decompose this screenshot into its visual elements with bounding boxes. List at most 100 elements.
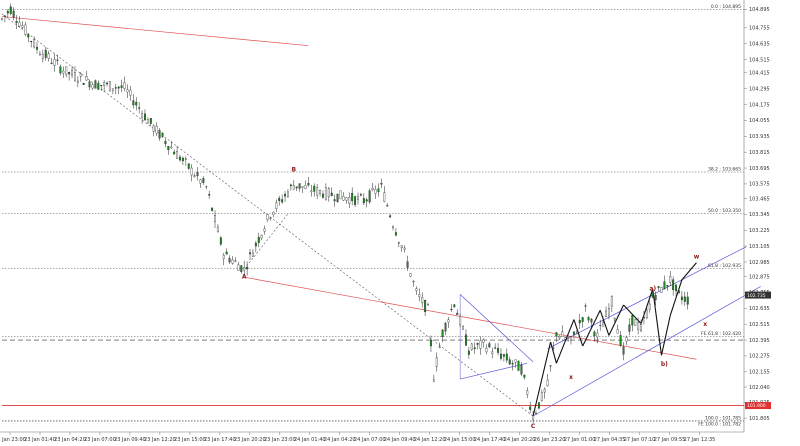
candle-body <box>114 87 117 89</box>
candle-body <box>71 69 74 76</box>
candle-body <box>491 351 494 354</box>
candle-body <box>555 332 558 337</box>
candle-body <box>286 191 289 197</box>
price-tick-label: 103.225 <box>749 228 770 234</box>
candle-body <box>41 53 44 59</box>
fib-level-label: FE 61.8 : 102.420 <box>701 331 741 337</box>
candle-body <box>231 259 234 264</box>
candle-body <box>254 242 257 247</box>
time-tick-label: 24 Jan 09:40 <box>384 437 416 443</box>
candle-body <box>362 198 365 204</box>
candle-body <box>199 179 202 184</box>
candle-body <box>359 194 362 196</box>
candle-body <box>59 66 62 74</box>
wave-label: A <box>242 274 247 281</box>
candle-body <box>634 319 637 326</box>
candle-body <box>193 175 196 177</box>
candle-body <box>616 329 619 334</box>
candle-body <box>546 379 549 387</box>
time-tick-label: 23 Jan 04:20 <box>54 437 86 443</box>
candles <box>1 3 689 423</box>
candle-body <box>660 287 663 293</box>
candle-body <box>456 312 459 315</box>
current-price-tag-label: 102.735 <box>747 293 766 299</box>
candle-body <box>605 310 608 317</box>
time-tick-label: 22 Jan 23:00 <box>0 437 26 443</box>
price-tick-label: 102.635 <box>749 306 770 312</box>
price-tick-label: 103.345 <box>749 212 770 218</box>
candle-body <box>389 215 392 218</box>
price-tick-label: 102.275 <box>749 354 770 360</box>
candle-body <box>564 337 567 340</box>
price-tick-label: 104.055 <box>749 118 770 124</box>
time-tick-label: 24 Jan 17:40 <box>474 437 506 443</box>
price-tick-label: 103.575 <box>749 182 770 188</box>
candle-body <box>403 247 406 250</box>
candle-body <box>316 187 319 196</box>
candle-body <box>672 279 675 291</box>
candle-body <box>149 118 152 124</box>
wave-label: B <box>292 166 297 173</box>
candle-body <box>467 350 470 355</box>
time-tick-label: 27 Jan 04:35 <box>594 437 626 443</box>
candle-body <box>441 329 444 337</box>
wave-path-segment <box>532 341 552 417</box>
price-tick-label: 102.040 <box>749 385 770 391</box>
red-level-tag-label: 101.900 <box>747 403 766 409</box>
candle-body <box>686 296 689 305</box>
candle-body <box>111 88 114 91</box>
candle-body <box>202 178 205 183</box>
candle-body <box>645 309 648 318</box>
candle-body <box>613 318 616 321</box>
time-tick-label: 23 Jan 12:20 <box>144 437 176 443</box>
fib-level-label: 61.8 : 102.935 <box>708 263 741 269</box>
candle-body <box>336 193 339 202</box>
candle-body <box>432 379 435 382</box>
candle-body <box>146 119 149 124</box>
candle-body <box>330 192 333 196</box>
candle-body <box>167 146 170 151</box>
candle-body <box>214 215 216 222</box>
candle-body <box>535 412 537 414</box>
candle-body <box>289 184 292 187</box>
candle-body <box>222 254 225 259</box>
candle-body <box>56 59 59 61</box>
candle-body <box>38 53 41 56</box>
candle-body <box>266 214 269 220</box>
candle-body <box>97 82 100 90</box>
fib-level-label: 0.0 : 104.895 <box>711 4 741 10</box>
candle-body <box>12 10 15 18</box>
candle-body <box>225 251 228 255</box>
candle-body <box>365 199 368 202</box>
candle-body <box>438 346 441 348</box>
candle-body <box>368 190 371 203</box>
upper-red-trendline <box>1 16 309 47</box>
candle-body <box>138 107 141 109</box>
candle-body <box>21 25 24 28</box>
candle-body <box>505 353 508 361</box>
price-tick-label: 104.295 <box>749 86 770 92</box>
price-tick-label: 103.815 <box>749 150 770 156</box>
time-tick-label: 27 Jan 07:10 <box>624 437 656 443</box>
candle-body <box>651 292 654 298</box>
candle-body <box>570 336 572 341</box>
candle-body <box>666 284 669 287</box>
candle-body <box>219 237 222 245</box>
price-tick-label: 104.635 <box>749 41 770 47</box>
candle-body <box>339 190 342 200</box>
candle-body <box>596 332 599 338</box>
candle-body <box>675 284 678 292</box>
candle-body <box>301 186 304 188</box>
candle-body <box>394 232 397 236</box>
price-tick-label: 103.695 <box>749 166 770 172</box>
price-tick-label: 103.105 <box>749 244 770 250</box>
candle-body <box>123 82 126 89</box>
candle-body <box>593 331 596 337</box>
candle-body <box>578 319 581 324</box>
triangle-upper-line <box>459 294 534 363</box>
candle-body <box>319 190 322 194</box>
time-tick-label: 23 Jan 15:00 <box>174 437 206 443</box>
candle-body <box>33 39 36 48</box>
candle-body <box>79 73 82 77</box>
candle-body <box>135 101 138 106</box>
